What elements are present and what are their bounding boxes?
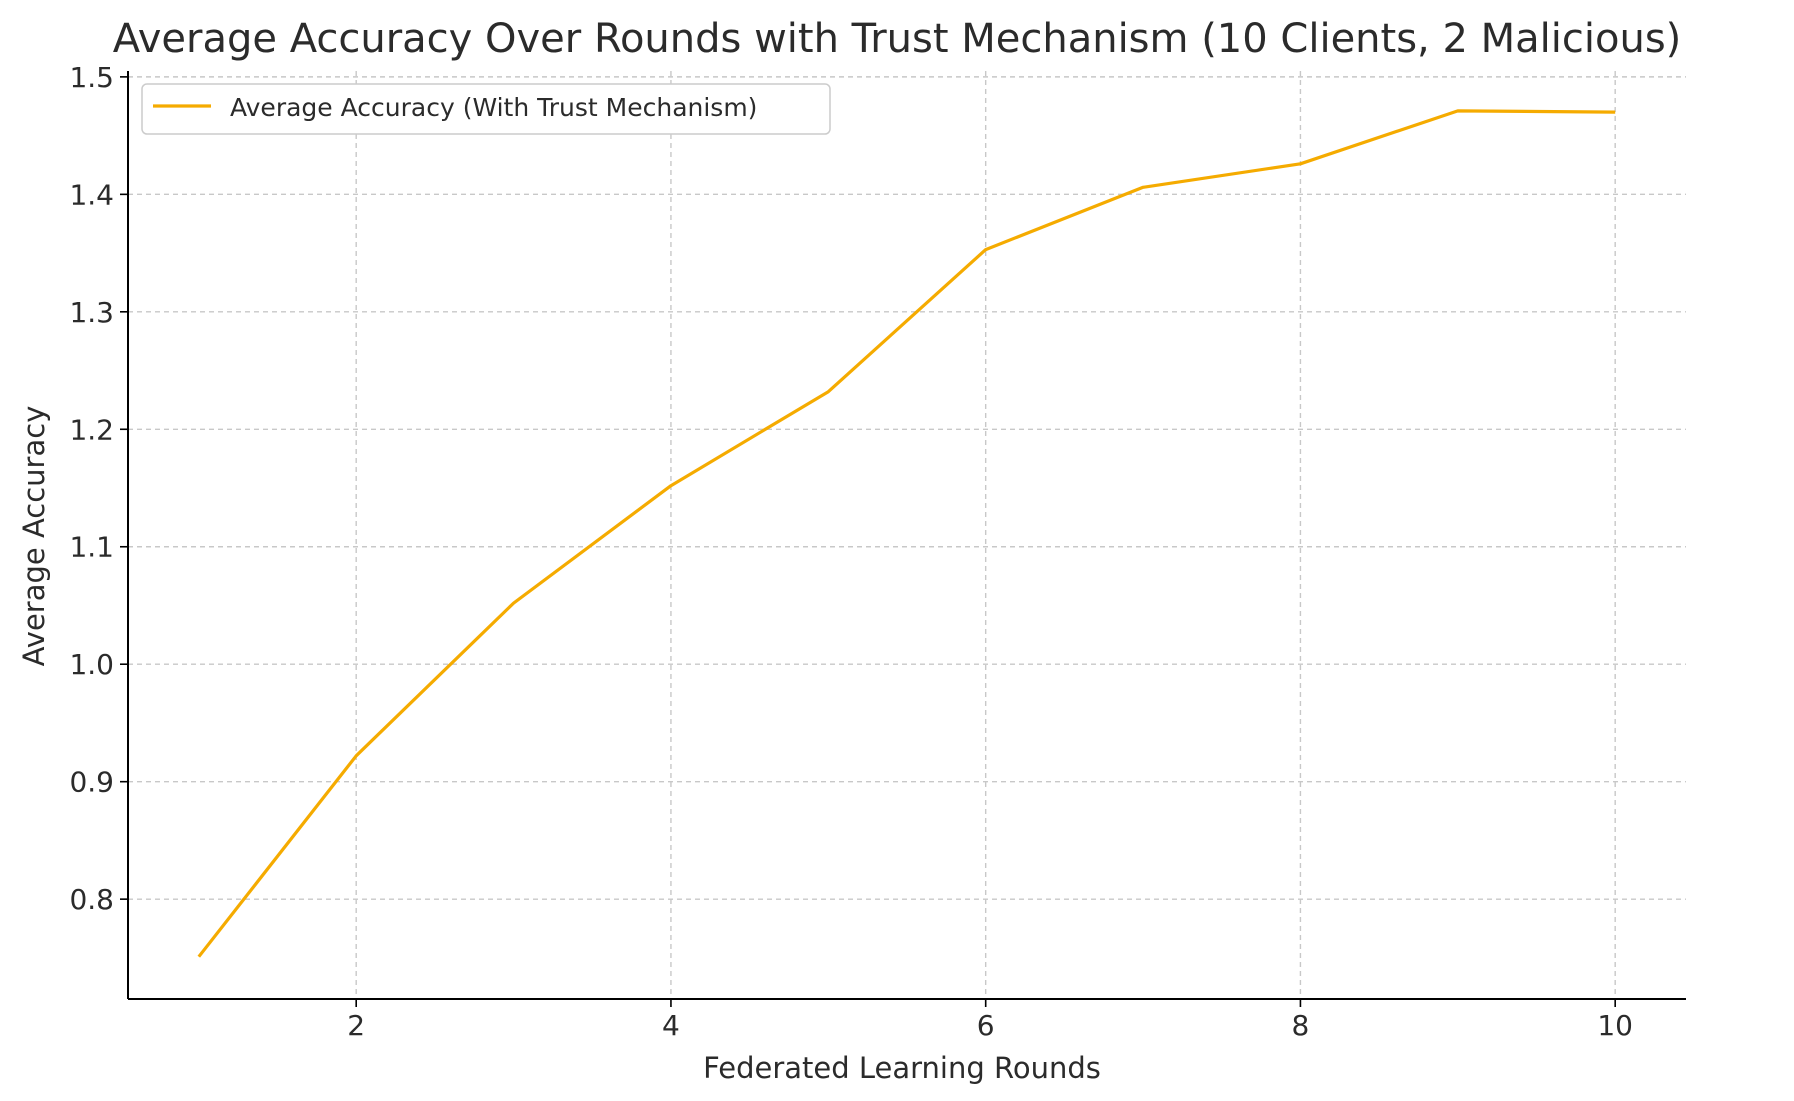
- tick-labels: 2 4 6 8 10 0.8 0.9 1.0 1.1 1.2 1.3 1.4 1.5: [69, 61, 1633, 1042]
- legend: Average Accuracy (With Trust Mechanism): [141, 83, 831, 135]
- y-tick-label: 1.1: [69, 531, 114, 564]
- y-tick-label: 1.4: [69, 178, 114, 211]
- x-tick-label: 10: [1597, 1009, 1633, 1042]
- y-tick-label: 1.3: [69, 296, 114, 329]
- y-tick-label: 1.2: [69, 413, 114, 446]
- legend-box: [141, 83, 831, 135]
- series-layer: [197, 109, 1616, 958]
- legend-label: Average Accuracy (With Trust Mechanism): [230, 93, 757, 122]
- x-tick-label: 8: [1292, 1009, 1310, 1042]
- x-tick-label: 6: [977, 1009, 995, 1042]
- grid-lines: [128, 71, 1686, 999]
- x-axis-label: Federated Learning Rounds: [703, 1051, 1101, 1085]
- x-tick-label: 2: [347, 1009, 365, 1042]
- chart-title: Average Accuracy Over Rounds with Trust …: [113, 16, 1682, 62]
- y-tick-label: 0.9: [69, 766, 114, 799]
- x-tick-label: 4: [662, 1009, 680, 1042]
- y-axis-label: Average Accuracy: [17, 406, 51, 667]
- axes: [120, 71, 1686, 1007]
- y-tick-label: 1.5: [69, 61, 114, 94]
- series-line-0: [197, 109, 1616, 958]
- y-tick-label: 0.8: [69, 883, 114, 916]
- y-tick-label: 1.0: [69, 648, 114, 681]
